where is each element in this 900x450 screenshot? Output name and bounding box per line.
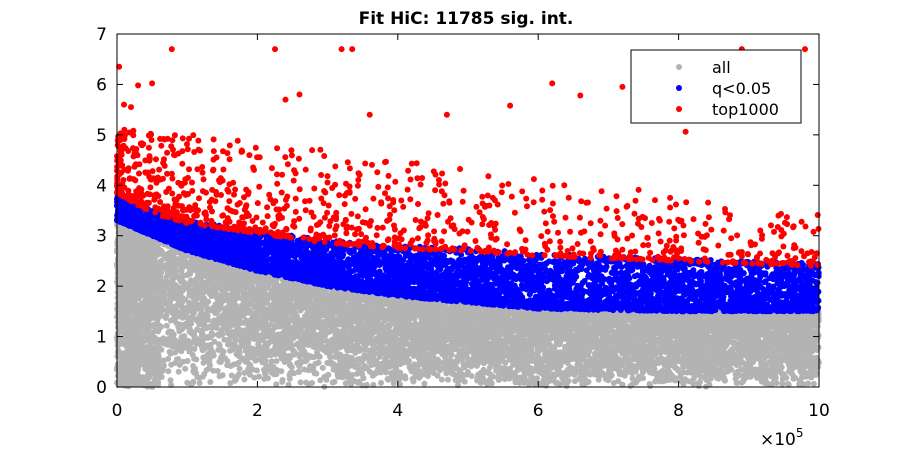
chart-title: Fit HiC: 11785 sig. int. bbox=[359, 9, 574, 29]
point-all bbox=[342, 380, 349, 387]
point-all bbox=[184, 379, 191, 386]
point-all bbox=[175, 368, 182, 375]
point-all bbox=[163, 322, 170, 329]
point-all bbox=[531, 381, 538, 387]
point-all bbox=[247, 371, 253, 378]
point-all bbox=[805, 380, 812, 387]
point-all bbox=[165, 368, 172, 375]
point-all bbox=[191, 346, 198, 352]
point-all bbox=[297, 379, 304, 386]
point-all bbox=[445, 376, 451, 383]
point-all bbox=[241, 369, 248, 376]
point-all bbox=[633, 379, 640, 386]
point-all bbox=[190, 378, 197, 385]
point-all bbox=[186, 348, 193, 355]
point-all bbox=[331, 378, 338, 385]
point-all bbox=[595, 376, 602, 383]
point-all bbox=[273, 381, 280, 388]
point-all bbox=[236, 365, 243, 372]
point-all bbox=[629, 375, 636, 382]
plot-area bbox=[114, 46, 822, 390]
